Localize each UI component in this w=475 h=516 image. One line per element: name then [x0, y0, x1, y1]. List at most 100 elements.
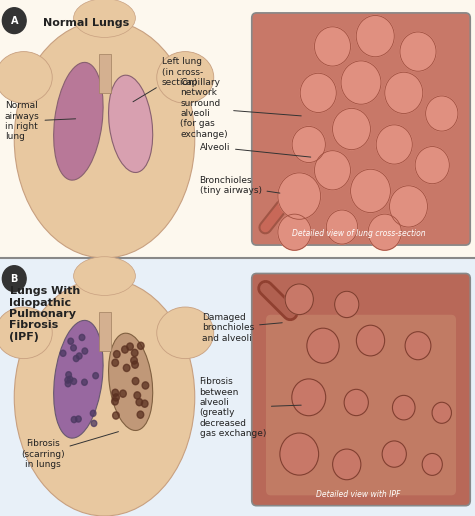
Text: Fibrosis
(scarring)
in lungs: Fibrosis (scarring) in lungs	[21, 432, 118, 469]
Circle shape	[71, 378, 76, 384]
Circle shape	[67, 376, 73, 382]
Circle shape	[131, 357, 137, 364]
Text: (IPF): (IPF)	[10, 332, 39, 342]
Circle shape	[292, 379, 326, 416]
Ellipse shape	[14, 21, 195, 258]
Text: Fibrosis: Fibrosis	[10, 320, 59, 330]
Ellipse shape	[109, 333, 152, 430]
FancyBboxPatch shape	[252, 13, 470, 245]
Circle shape	[278, 214, 311, 250]
Circle shape	[73, 356, 79, 362]
Circle shape	[432, 402, 451, 423]
Text: Alveoli: Alveoli	[200, 142, 311, 157]
Circle shape	[132, 349, 138, 357]
Circle shape	[71, 416, 77, 423]
Circle shape	[112, 389, 119, 396]
Circle shape	[356, 15, 394, 57]
Circle shape	[278, 173, 321, 219]
Bar	[99, 54, 111, 93]
Circle shape	[132, 361, 138, 368]
Circle shape	[93, 373, 98, 379]
Circle shape	[137, 411, 144, 418]
Circle shape	[132, 378, 139, 385]
Circle shape	[390, 186, 428, 227]
Ellipse shape	[74, 256, 135, 295]
Ellipse shape	[14, 279, 195, 516]
Ellipse shape	[54, 320, 103, 438]
Bar	[99, 312, 111, 351]
Circle shape	[71, 345, 76, 351]
FancyArrowPatch shape	[266, 196, 290, 228]
Ellipse shape	[157, 307, 214, 359]
Bar	[83, 266, 126, 312]
Circle shape	[60, 350, 66, 357]
Circle shape	[382, 441, 407, 467]
Circle shape	[415, 147, 449, 184]
Text: Fibrosis
between
alveoli
(greatly
decreased
gas exchange): Fibrosis between alveoli (greatly decrea…	[200, 377, 301, 438]
Ellipse shape	[157, 52, 214, 103]
Text: Normal
airways
in right
lung: Normal airways in right lung	[5, 101, 76, 141]
Circle shape	[124, 364, 130, 372]
Circle shape	[405, 332, 431, 360]
Circle shape	[113, 394, 119, 401]
Circle shape	[142, 400, 148, 407]
Circle shape	[82, 348, 88, 354]
Ellipse shape	[109, 75, 152, 172]
Circle shape	[79, 334, 85, 341]
Circle shape	[134, 392, 141, 399]
Circle shape	[341, 61, 381, 104]
Text: Detailed view of lung cross-section: Detailed view of lung cross-section	[292, 229, 426, 238]
Circle shape	[280, 433, 319, 475]
Circle shape	[136, 398, 142, 406]
Text: Pulmonary: Pulmonary	[10, 309, 76, 319]
Circle shape	[76, 416, 81, 422]
Text: Damaged
bronchioles
and alveoli: Damaged bronchioles and alveoli	[202, 313, 282, 343]
Circle shape	[90, 410, 96, 416]
Text: Capillary
network
surround
alveoli
(for gas
exchange): Capillary network surround alveoli (for …	[180, 78, 301, 139]
Ellipse shape	[74, 0, 135, 38]
Circle shape	[376, 125, 412, 164]
Circle shape	[65, 377, 71, 383]
Circle shape	[137, 342, 144, 349]
Circle shape	[66, 372, 72, 378]
Circle shape	[300, 73, 336, 112]
Circle shape	[142, 382, 149, 389]
Circle shape	[400, 32, 436, 71]
Text: Bronchioles
(tiny airways): Bronchioles (tiny airways)	[200, 176, 280, 196]
Text: Normal Lungs: Normal Lungs	[43, 18, 129, 28]
Circle shape	[2, 266, 26, 292]
Circle shape	[120, 390, 126, 397]
Circle shape	[91, 421, 97, 427]
FancyArrowPatch shape	[266, 288, 290, 313]
Circle shape	[112, 359, 119, 366]
Circle shape	[127, 343, 133, 350]
Circle shape	[82, 379, 87, 385]
Circle shape	[368, 214, 401, 250]
Circle shape	[392, 395, 415, 420]
Circle shape	[112, 398, 118, 405]
Circle shape	[65, 381, 71, 387]
Circle shape	[76, 353, 82, 359]
Circle shape	[285, 284, 314, 315]
Circle shape	[314, 151, 351, 190]
Bar	[83, 5, 126, 52]
Circle shape	[334, 291, 359, 318]
Text: Lungs With: Lungs With	[10, 286, 80, 296]
Circle shape	[122, 346, 128, 353]
Circle shape	[356, 325, 385, 356]
FancyBboxPatch shape	[252, 273, 470, 506]
Circle shape	[344, 389, 369, 416]
Ellipse shape	[0, 307, 52, 359]
Text: Left lung
(in cross-
section): Left lung (in cross- section)	[133, 57, 203, 102]
Circle shape	[114, 350, 120, 358]
Text: Idiopathic: Idiopathic	[10, 298, 72, 308]
FancyBboxPatch shape	[0, 258, 475, 516]
Text: Detailed view with IPF: Detailed view with IPF	[316, 490, 401, 499]
Circle shape	[2, 8, 26, 34]
Circle shape	[113, 412, 119, 419]
Circle shape	[332, 449, 361, 480]
Circle shape	[351, 169, 390, 213]
FancyBboxPatch shape	[0, 0, 475, 258]
Circle shape	[422, 454, 442, 475]
FancyBboxPatch shape	[266, 315, 456, 495]
